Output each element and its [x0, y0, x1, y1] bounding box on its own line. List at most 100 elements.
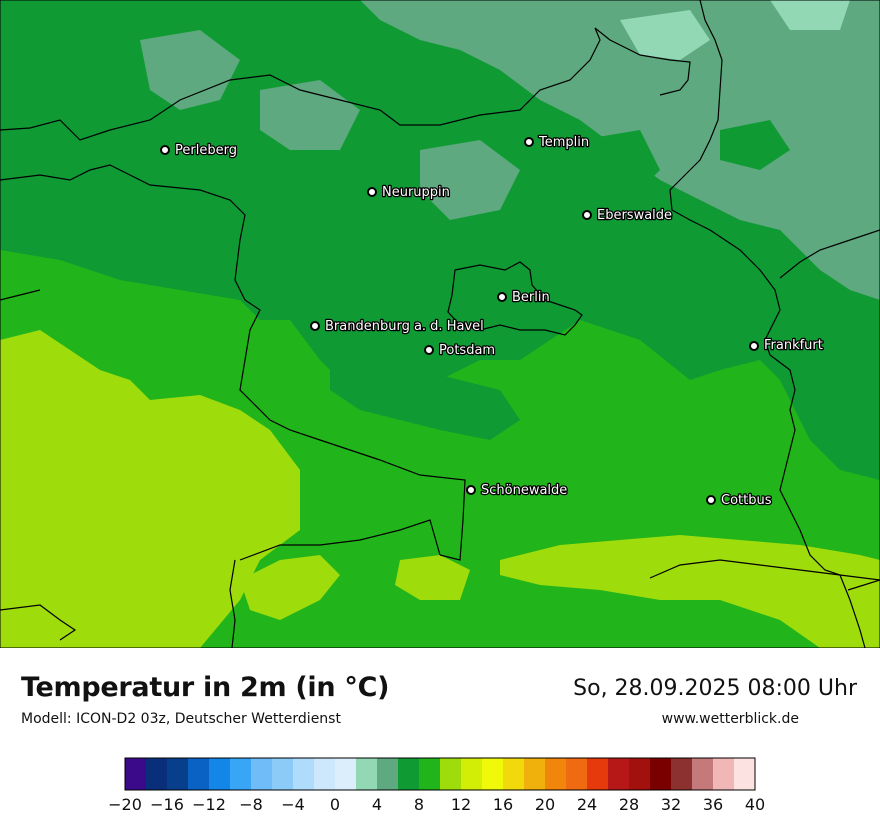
city-label: Cottbus — [721, 493, 772, 508]
city-label: Potsdam — [439, 343, 495, 358]
legend-swatch — [566, 758, 588, 790]
legend-swatch — [356, 758, 378, 790]
temp-zone-4-6-central — [330, 350, 520, 440]
city-dot — [367, 187, 377, 197]
legend-tick-label: 32 — [660, 795, 682, 814]
legend-tick-label: −20 — [108, 795, 142, 814]
temp-zone-4-6-patch2 — [720, 120, 790, 170]
temp-zone-8-10-south2 — [395, 555, 470, 600]
temp-zone-8-10-west — [0, 330, 300, 648]
legend-colorbar — [124, 757, 756, 791]
city-label: Berlin — [512, 290, 550, 305]
city-dot — [582, 210, 592, 220]
legend-swatch — [272, 758, 294, 790]
legend-tick-label: 12 — [450, 795, 472, 814]
city-label: Schönewalde — [481, 483, 567, 498]
legend-swatch — [335, 758, 357, 790]
legend-swatch — [293, 758, 315, 790]
city-neuruppin[interactable]: Neuruppin — [367, 184, 451, 201]
legend-swatch — [650, 758, 672, 790]
forecast-datetime: So, 28.09.2025 08:00 Uhr — [573, 676, 857, 701]
legend-swatch — [419, 758, 441, 790]
temp-zone-8-10-south — [500, 535, 880, 648]
city-brandenburg[interactable]: Brandenburg a. d. Havel — [310, 318, 485, 335]
legend-swatch — [398, 758, 420, 790]
city-markers: Perleberg Templin Neuruppin Eberswalde B… — [160, 134, 824, 509]
temp-zone-0-2 — [620, 10, 710, 60]
legend-swatch — [734, 758, 756, 790]
legend-swatch — [209, 758, 231, 790]
map-title: Temperatur in 2m (in °C) — [21, 672, 390, 703]
legend-swatch — [230, 758, 252, 790]
legend-tick-label: −4 — [281, 795, 305, 814]
city-dot — [424, 345, 434, 355]
temp-zone-8-10-mid — [240, 555, 340, 620]
temp-zone-2-4-nw2 — [260, 80, 360, 150]
city-berlin[interactable]: Berlin — [497, 289, 551, 306]
city-dot — [749, 341, 759, 351]
website-link[interactable]: www.wetterblick.de — [661, 711, 799, 727]
legend-tick-label: −16 — [150, 795, 184, 814]
temperature-map: Perleberg Templin Neuruppin Eberswalde B… — [0, 0, 880, 648]
legend-tick-label: 4 — [371, 795, 383, 814]
city-label: Brandenburg a. d. Havel — [325, 319, 484, 334]
city-label: Neuruppin — [382, 185, 450, 200]
city-label: Eberswalde — [597, 208, 672, 223]
legend-tick-label: 0 — [329, 795, 341, 814]
legend-swatch — [629, 758, 651, 790]
model-source: Modell: ICON-D2 03z, Deutscher Wetterdie… — [21, 711, 341, 727]
legend-swatch — [503, 758, 525, 790]
color-legend — [0, 756, 880, 830]
legend-tick-label: 8 — [413, 795, 425, 814]
legend-swatch — [461, 758, 483, 790]
legend-swatch — [440, 758, 462, 790]
city-label: Templin — [538, 135, 589, 150]
city-dot — [524, 137, 534, 147]
legend-swatch — [377, 758, 399, 790]
city-cottbus[interactable]: Cottbus — [706, 492, 773, 509]
city-frankfurt[interactable]: Frankfurt — [749, 337, 824, 354]
legend-frame — [124, 757, 756, 791]
city-dot — [466, 485, 476, 495]
temp-zone-0-2-b — [770, 0, 850, 30]
city-schoenewalde[interactable]: Schönewalde — [466, 482, 569, 499]
legend-swatch — [167, 758, 189, 790]
legend-swatch — [713, 758, 735, 790]
legend-swatch — [125, 758, 147, 790]
map-canvas: Perleberg Templin Neuruppin Eberswalde B… — [0, 0, 880, 648]
temp-zone-2-4-n — [420, 140, 520, 220]
legend-tick-label: 24 — [576, 795, 598, 814]
legend-tick-label: −8 — [239, 795, 263, 814]
city-label: Frankfurt — [764, 338, 823, 353]
legend-swatch — [608, 758, 630, 790]
legend-tick-label: 28 — [618, 795, 640, 814]
temp-zone-2-4-nw — [140, 30, 240, 110]
legend-tick-label: −12 — [192, 795, 226, 814]
legend-tick-label: 16 — [492, 795, 514, 814]
legend-swatch — [251, 758, 273, 790]
city-dot — [497, 292, 507, 302]
legend-swatch — [314, 758, 336, 790]
info-panel — [0, 648, 880, 830]
legend-swatch — [524, 758, 546, 790]
legend-swatch — [692, 758, 714, 790]
legend-swatch — [545, 758, 567, 790]
legend-tick-label: 40 — [744, 795, 766, 814]
temp-zone-4-6-east — [790, 380, 880, 480]
legend-swatch — [482, 758, 504, 790]
city-label: Perleberg — [175, 143, 237, 158]
district-borders — [0, 0, 880, 648]
city-perleberg[interactable]: Perleberg — [160, 142, 238, 159]
city-templin[interactable]: Templin — [524, 134, 590, 151]
temp-zone-4-6-patch — [580, 130, 660, 200]
legend-swatch — [188, 758, 210, 790]
legend-swatch — [146, 758, 168, 790]
legend-tick-label: 20 — [534, 795, 556, 814]
legend-swatch — [587, 758, 609, 790]
legend-tick-label: 36 — [702, 795, 724, 814]
legend-swatch — [671, 758, 693, 790]
city-dot — [706, 495, 716, 505]
city-eberswalde[interactable]: Eberswalde — [582, 207, 673, 224]
city-potsdam[interactable]: Potsdam — [424, 342, 496, 359]
city-dot — [310, 321, 320, 331]
